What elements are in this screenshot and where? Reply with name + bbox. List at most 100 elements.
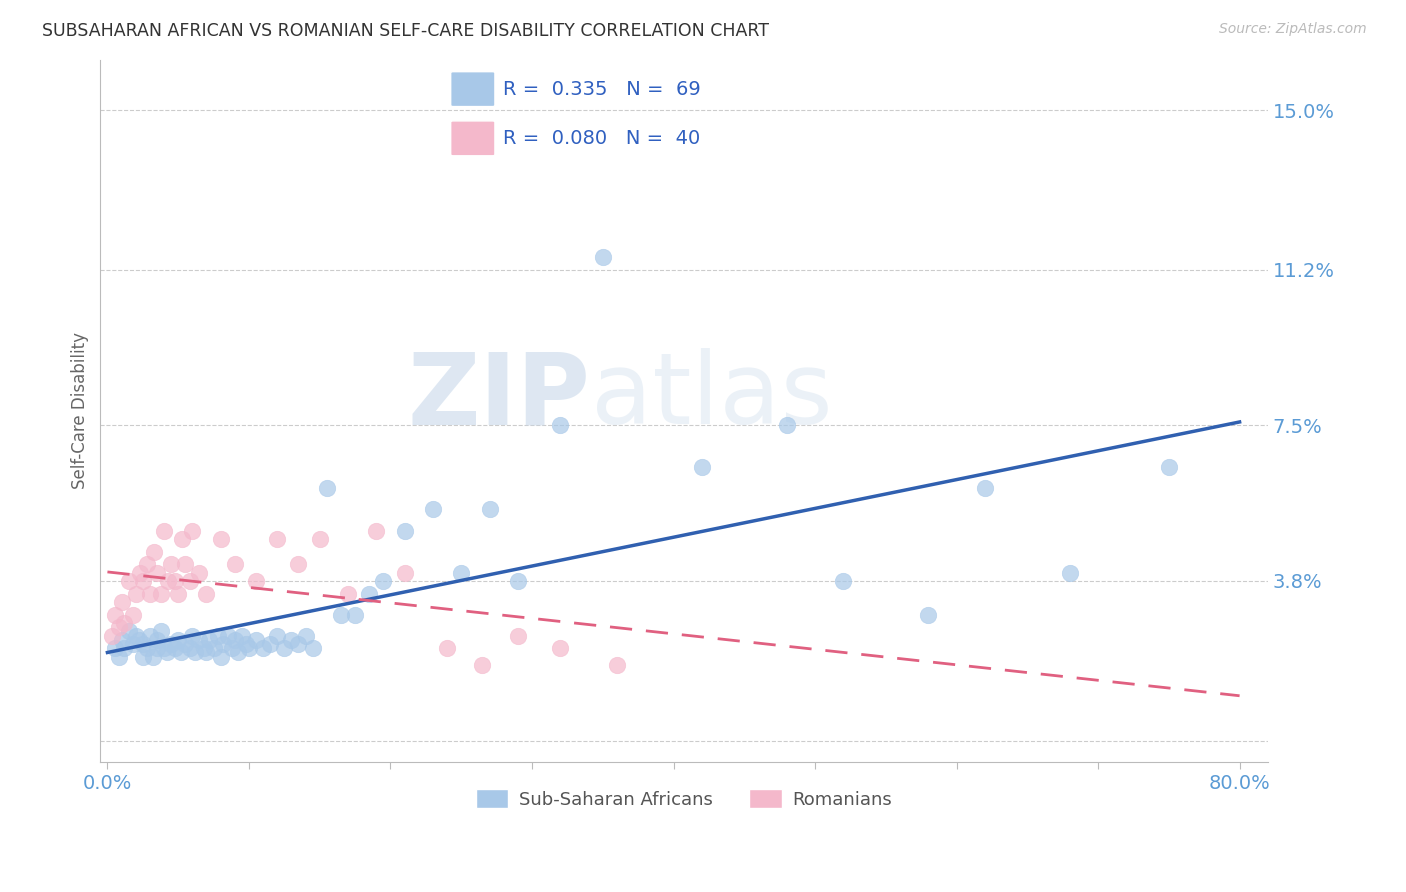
Point xyxy=(132,637,155,651)
Point xyxy=(329,607,352,622)
Point xyxy=(287,557,309,571)
Point xyxy=(110,595,132,609)
Point xyxy=(373,574,395,588)
Point xyxy=(174,637,197,651)
Point xyxy=(184,645,207,659)
Point xyxy=(273,641,295,656)
Point xyxy=(301,641,323,656)
Point xyxy=(146,566,169,580)
Point xyxy=(506,574,529,588)
Point xyxy=(112,641,135,656)
Point xyxy=(188,566,211,580)
Point xyxy=(125,629,148,643)
Point xyxy=(231,629,253,643)
Point xyxy=(550,641,572,656)
Text: Source: ZipAtlas.com: Source: ZipAtlas.com xyxy=(1219,22,1367,37)
Point xyxy=(118,624,141,639)
Point xyxy=(132,649,155,664)
Point xyxy=(235,637,257,651)
Point xyxy=(136,557,159,571)
Text: R =  0.080   N =  40: R = 0.080 N = 40 xyxy=(503,128,700,148)
Point xyxy=(103,607,125,622)
Point xyxy=(245,632,267,647)
Point xyxy=(139,629,162,643)
Text: R =  0.335   N =  69: R = 0.335 N = 69 xyxy=(503,79,700,99)
Point xyxy=(110,632,132,647)
Point xyxy=(422,502,444,516)
Point xyxy=(198,632,221,647)
Point xyxy=(107,649,129,664)
Point xyxy=(209,649,232,664)
Point xyxy=(308,532,330,546)
Point xyxy=(217,629,239,643)
Point xyxy=(315,482,337,496)
Point xyxy=(1157,460,1180,475)
Point xyxy=(394,524,416,538)
Point xyxy=(506,629,529,643)
Point xyxy=(150,586,173,600)
Point xyxy=(136,641,159,656)
Point xyxy=(394,566,416,580)
Point xyxy=(280,632,302,647)
Point xyxy=(344,607,367,622)
Point xyxy=(128,632,150,647)
Point xyxy=(153,641,176,656)
Point xyxy=(450,566,472,580)
Y-axis label: Self-Care Disability: Self-Care Disability xyxy=(72,332,89,489)
Point xyxy=(337,586,360,600)
Point xyxy=(156,645,179,659)
Point xyxy=(224,632,246,647)
Point xyxy=(207,629,229,643)
Point xyxy=(112,615,135,630)
Point xyxy=(146,632,169,647)
Point xyxy=(287,637,309,651)
FancyBboxPatch shape xyxy=(451,121,495,156)
Point xyxy=(165,574,187,588)
Point xyxy=(179,574,201,588)
Point xyxy=(245,574,267,588)
Point xyxy=(973,482,995,496)
Point xyxy=(100,629,122,643)
Point xyxy=(160,557,183,571)
Point xyxy=(118,574,141,588)
Point xyxy=(592,250,614,264)
Point xyxy=(690,460,713,475)
Point xyxy=(165,641,187,656)
Point xyxy=(193,641,215,656)
Point xyxy=(359,586,381,600)
FancyBboxPatch shape xyxy=(451,71,495,106)
Point xyxy=(160,637,183,651)
Point xyxy=(266,629,288,643)
Point xyxy=(157,574,180,588)
Point xyxy=(195,586,218,600)
Point xyxy=(209,532,232,546)
Point xyxy=(146,641,169,656)
Point xyxy=(181,629,204,643)
Point xyxy=(478,502,501,516)
Point xyxy=(181,524,204,538)
Point xyxy=(436,641,458,656)
Point xyxy=(142,649,165,664)
Point xyxy=(150,624,173,639)
Text: atlas: atlas xyxy=(591,348,832,445)
Point xyxy=(1059,566,1081,580)
Point xyxy=(226,645,249,659)
Point xyxy=(103,641,125,656)
Point xyxy=(266,532,288,546)
Point xyxy=(832,574,855,588)
Point xyxy=(252,641,274,656)
Point xyxy=(143,544,166,558)
Point xyxy=(129,566,152,580)
Point xyxy=(259,637,281,651)
Point xyxy=(195,645,218,659)
Point xyxy=(550,418,572,433)
Point xyxy=(107,620,129,634)
Point xyxy=(202,641,225,656)
Point xyxy=(153,524,176,538)
Point xyxy=(221,641,243,656)
Point xyxy=(179,641,201,656)
Point xyxy=(917,607,939,622)
Point xyxy=(139,586,162,600)
Point xyxy=(606,658,628,673)
Point xyxy=(122,607,145,622)
